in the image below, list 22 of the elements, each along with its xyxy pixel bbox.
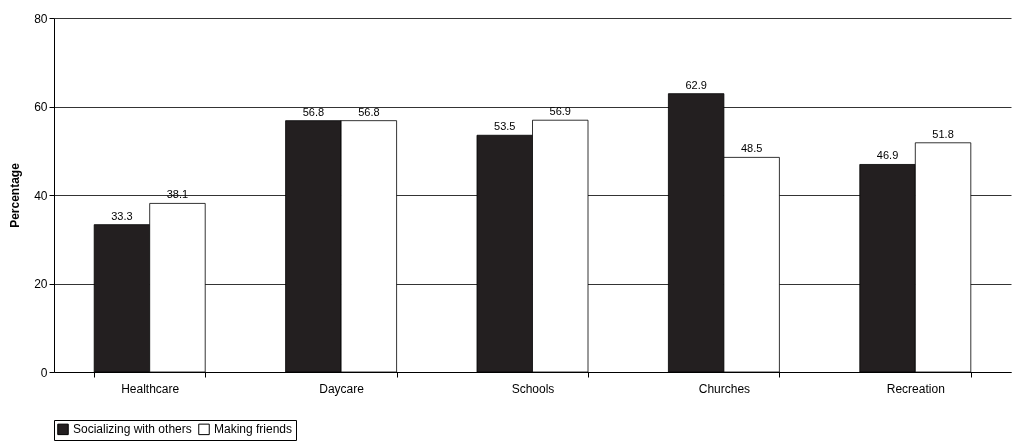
x-tick-label: Recreation — [886, 381, 945, 396]
data-label: 48.5 — [740, 142, 763, 155]
y-tick-label: 20 — [34, 277, 48, 291]
y-axis-title: Percentage — [8, 162, 23, 228]
data-label: 51.8 — [932, 127, 954, 140]
data-label: 56.8 — [358, 105, 380, 118]
x-tick-label: Daycare — [319, 381, 365, 396]
data-label: 46.9 — [876, 149, 899, 162]
data-label: 33.3 — [111, 209, 133, 222]
x-tick-label: Healthcare — [121, 381, 180, 396]
y-tick-label: 40 — [34, 188, 48, 203]
data-label: 56.8 — [302, 105, 325, 118]
y-tick-label: 0 — [40, 365, 48, 380]
legend-label: Socializing with others — [73, 422, 192, 437]
data-label: 56.9 — [549, 105, 571, 118]
y-tick-label: 80 — [34, 11, 48, 26]
data-label: 62.9 — [685, 78, 707, 91]
x-tick-label: Schools — [511, 381, 555, 396]
y-tick-label: 60 — [34, 100, 48, 114]
legend-label: Making friends — [214, 422, 293, 437]
data-label: 53.5 — [494, 120, 516, 133]
x-tick-label: Churches — [698, 381, 751, 396]
